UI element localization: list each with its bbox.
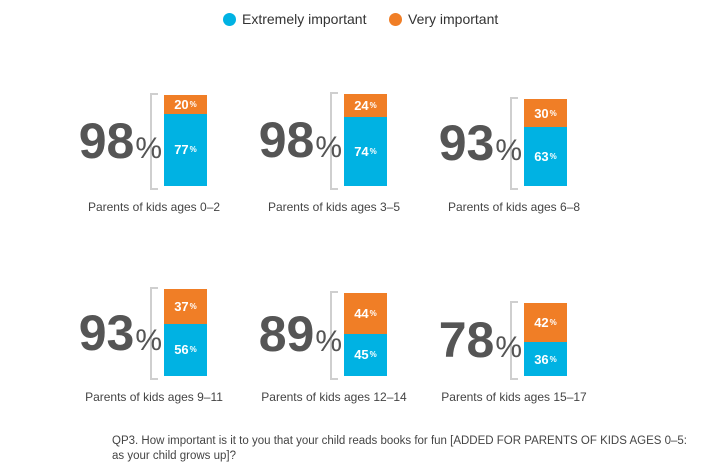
percent-sign: % [549,152,557,162]
bar-segment-extremely: 56% [164,323,207,376]
bar-segment-very: 30% [524,99,567,128]
bar-bracket [510,301,518,380]
category-label: Parents of kids ages 6–8 [447,200,581,214]
data-label-very: 37 [174,298,189,314]
bar-segment-extremely: 45% [344,333,387,376]
data-label-extremely: 77 [174,142,189,158]
percent-sign: % [549,108,557,118]
data-label-very: 20 [174,97,189,113]
legend-swatch-extremely [223,12,236,26]
total-value: 98 [78,112,135,169]
total-value: 98 [258,112,315,169]
total-percent-sign: % [495,133,522,167]
data-label-very: 30 [534,105,549,121]
total-percent: 93% [439,118,522,168]
bar-segment-very: 42% [524,303,567,343]
data-label-very: 24 [354,98,369,114]
category-label: Parents of kids ages 12–14 [261,390,407,404]
data-label-extremely: 45 [354,347,369,363]
total-percent-sign: % [315,131,342,165]
chart-panel: 74% 24% 98% Parents of kids ages 3–5 [244,40,424,230]
bar-bracket [150,93,158,190]
chart-panel: 77% 20% 98% Parents of kids ages 0–2 [64,40,244,230]
category-label: Parents of kids ages 3–5 [267,200,401,214]
total-value: 93 [438,114,495,171]
total-percent-sign: % [135,131,162,165]
total-percent: 98% [79,116,162,166]
percent-sign: % [369,146,377,156]
bar-segment-very: 37% [164,289,207,324]
legend-label-extremely: Extremely important [242,11,367,27]
bar-segment-very: 24% [344,94,387,117]
percent-sign: % [369,308,377,318]
bar-segment-extremely: 74% [344,116,387,186]
bar-segment-extremely: 63% [524,127,567,186]
data-label-extremely: 74 [354,143,369,159]
total-value: 78 [438,311,495,368]
bar-segment-extremely: 77% [164,114,207,186]
total-percent: 93% [79,308,162,358]
category-label: Parents of kids ages 0–2 [87,200,221,214]
chart-panel: 63% 30% 93% Parents of kids ages 6–8 [424,40,604,230]
data-label-extremely: 56 [174,342,189,358]
total-value: 93 [78,304,135,361]
percent-sign: % [549,354,557,364]
percent-sign: % [189,100,197,110]
chart-panel: 45% 44% 89% Parents of kids ages 12–14 [244,230,424,420]
percent-sign: % [549,318,557,328]
legend-label-very: Very important [408,11,499,27]
category-label: Parents of kids ages 9–11 [85,390,223,404]
data-label-very: 42 [534,315,549,331]
percent-sign: % [369,350,377,360]
percent-sign: % [369,101,377,111]
bar-bracket [510,97,518,190]
total-percent-sign: % [495,330,522,364]
percent-sign: % [189,345,197,355]
chart-panel: 56% 37% 93% Parents of kids ages 9–11 [64,230,244,420]
data-label-extremely: 36 [534,351,549,367]
bar-segment-extremely: 36% [524,342,567,376]
bar-bracket [330,290,338,380]
bar-bracket [150,287,158,380]
legend-swatch-very [389,12,402,26]
chart-grid: 77% 20% 98% Parents of kids ages 0–2 74% 24% 9… [64,40,604,420]
total-percent: 98% [259,115,342,165]
bar-bracket [330,92,338,190]
data-label-extremely: 63 [534,149,549,165]
total-value: 89 [258,306,315,363]
legend-item-very: Very important [389,8,498,30]
total-percent-sign: % [135,323,162,357]
total-percent: 89% [259,309,342,359]
question-text: QP3. How important is it to you that you… [112,435,688,462]
percent-sign: % [189,145,197,155]
bar-segment-very: 44% [344,292,387,334]
total-percent: 78% [439,315,522,365]
category-label: Parents of kids ages 15–17 [441,390,587,404]
data-label-very: 44 [354,305,369,321]
legend: Extremely important Very important [0,8,708,30]
bar-segment-very: 20% [164,95,207,114]
percent-sign: % [189,301,197,311]
total-percent-sign: % [315,325,342,359]
chart-panel: 36% 42% 78% Parents of kids ages 15–17 [424,230,604,420]
legend-item-extremely: Extremely important [223,8,366,30]
